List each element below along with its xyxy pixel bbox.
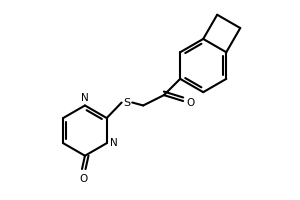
Text: O: O (80, 174, 88, 184)
Text: O: O (187, 98, 195, 108)
Text: S: S (123, 98, 130, 108)
Text: N: N (81, 93, 89, 103)
Text: N: N (110, 138, 117, 148)
